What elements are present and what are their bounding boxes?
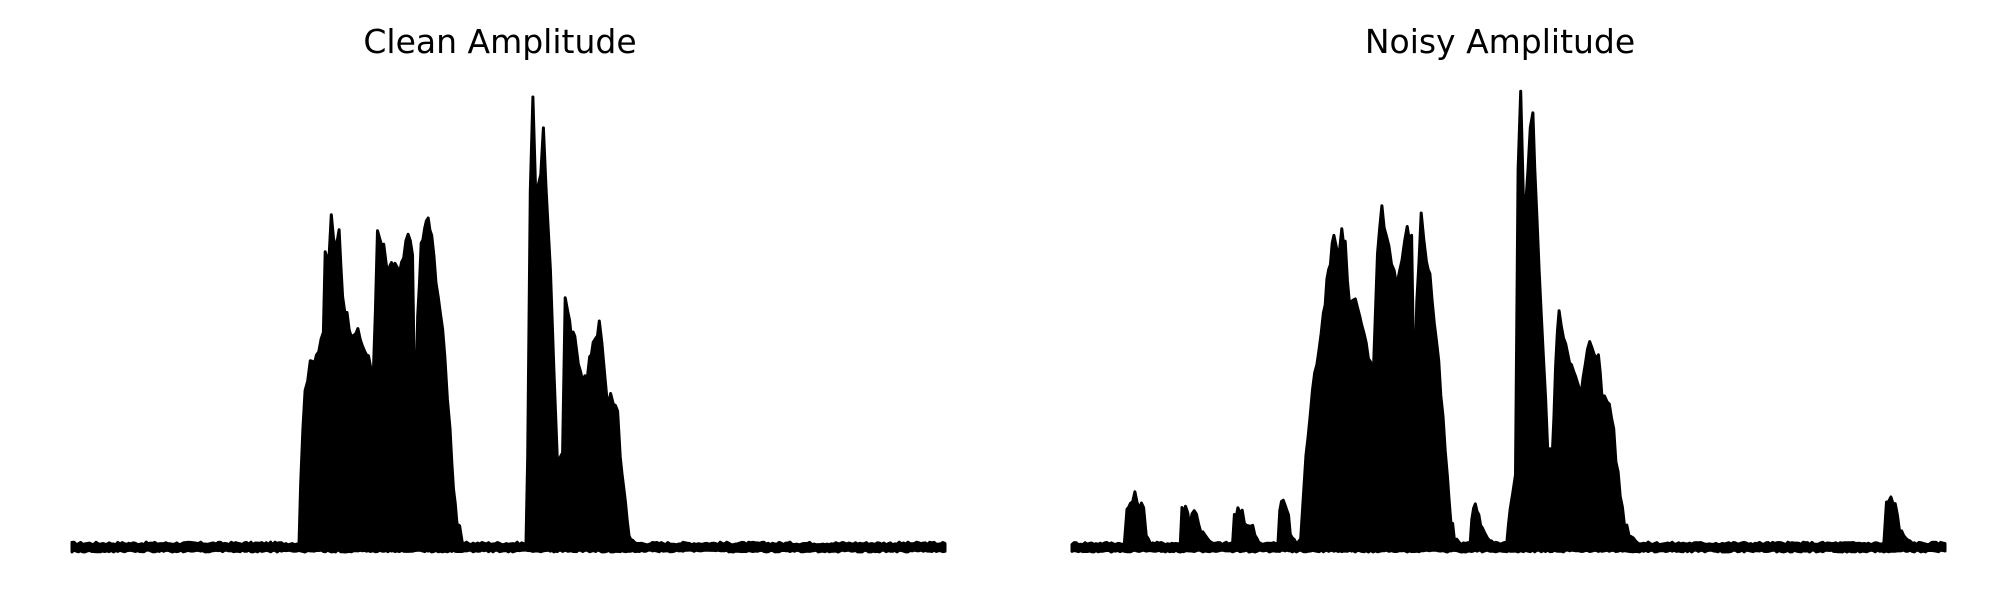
clean-amplitude-plot bbox=[70, 95, 947, 554]
chart-title: Noisy Amplitude bbox=[1364, 22, 1636, 61]
noisy-amplitude-panel: Noisy Amplitude bbox=[1000, 0, 2000, 600]
clean-amplitude-panel: Clean Amplitude bbox=[70, 22, 947, 554]
amplitude-waveform bbox=[1070, 89, 1947, 554]
chart-title: Clean Amplitude bbox=[363, 22, 637, 61]
noisy-amplitude-plot bbox=[1070, 89, 1947, 554]
amplitude-waveform bbox=[70, 95, 947, 554]
